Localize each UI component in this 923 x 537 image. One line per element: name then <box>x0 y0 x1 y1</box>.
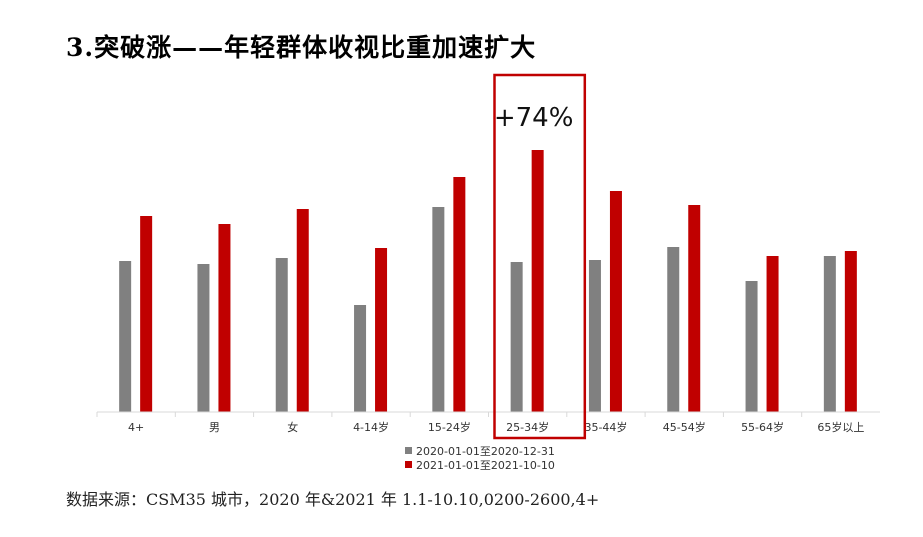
bar-2021-9 <box>844 251 857 412</box>
legend-swatch <box>405 461 412 468</box>
legend-swatch <box>405 447 412 454</box>
bar-2020-3 <box>354 305 367 412</box>
tick-label: 65岁以上 <box>817 420 864 434</box>
tick-label: 35-44岁 <box>584 420 627 434</box>
tick-label: 55-64岁 <box>741 420 784 434</box>
highlight-box <box>493 73 587 440</box>
bar-2021-1 <box>218 224 231 412</box>
tick-label: 15-24岁 <box>428 420 471 434</box>
bar-chart: 4+ 男 女 4-14岁 15-24岁 25-34岁 35-44岁 45-54岁 55-64岁 6… <box>96 73 880 472</box>
bar-2020-5 <box>510 262 523 412</box>
tick-label: 4+ <box>128 421 144 434</box>
bar-2020-6 <box>588 260 601 412</box>
bar-2020-9 <box>823 256 836 412</box>
bar-2020-8 <box>745 281 758 412</box>
bar-2020-4 <box>432 207 445 412</box>
bar-2021-5 <box>531 150 544 412</box>
bar-2021-0 <box>140 216 153 412</box>
tick-label: 男 <box>209 421 220 434</box>
bar-2021-3 <box>375 248 388 412</box>
bar-2020-1 <box>197 264 210 412</box>
bar-2020-7 <box>667 247 680 412</box>
bar-2021-2 <box>296 209 309 412</box>
bar-2021-8 <box>766 256 779 412</box>
bar-2020-0 <box>119 261 132 412</box>
legend-label: 2021-01-01至2021-10-10 <box>416 459 555 472</box>
tick-label: 25-34岁 <box>506 420 549 434</box>
bar-2021-7 <box>688 205 701 412</box>
bar-2021-4 <box>453 177 466 412</box>
bar-2021-6 <box>609 191 622 412</box>
annotation-label: +74% <box>494 103 574 133</box>
bar-2020-2 <box>275 258 288 412</box>
tick-label: 45-54岁 <box>663 420 706 434</box>
tick-label: 4-14岁 <box>353 420 389 434</box>
page-title: 3.突破涨——年轻群体收视比重加速扩大 <box>66 33 537 62</box>
legend-label: 2020-01-01至2020-12-31 <box>416 445 555 458</box>
source-note: 数据来源：CSM35 城市，2020 年&2021 年 1.1-10.10,02… <box>66 490 600 509</box>
tick-label: 女 <box>287 420 298 434</box>
